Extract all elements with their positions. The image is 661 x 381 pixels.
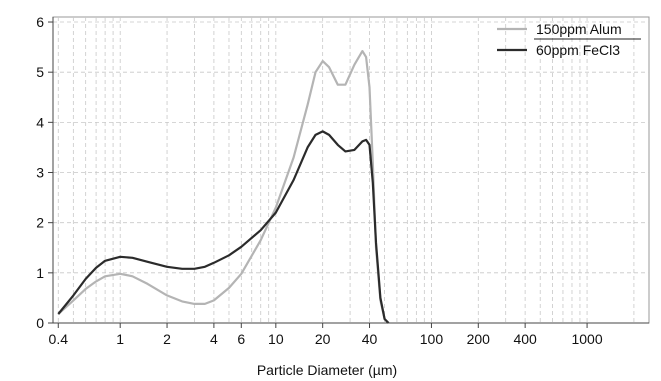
legend: 150ppm Alum 60ppm FeCl3 [497,21,641,58]
grid-lines [53,17,649,323]
y-tick-label: 1 [36,265,44,281]
x-tick-label: 0.4 [49,331,69,347]
x-tick-label: 200 [467,331,491,347]
x-tick-label: 40 [362,331,378,347]
legend-label-fecl3: 60ppm FeCl3 [536,42,620,58]
x-tick-label: 400 [513,331,537,347]
x-tick-label: 20 [315,331,331,347]
y-tick-label: 0 [36,315,44,331]
x-tick-label: 1000 [571,331,602,347]
legend-label-alum: 150ppm Alum [536,21,622,37]
x-tick-label: 10 [268,331,284,347]
y-tick-label: 4 [36,114,44,130]
series-lines [57,50,390,324]
x-tick-label: 100 [420,331,444,347]
x-tick-label: 6 [237,331,245,347]
series-line-1 [57,130,390,324]
plot-area [52,16,650,324]
y-tick-label: 2 [36,215,44,231]
x-tick-label: 2 [163,331,171,347]
x-tick-label: 4 [210,331,218,347]
y-tick-label: 5 [36,64,44,80]
series-line-0 [57,50,390,324]
y-tick-label: 6 [36,14,44,30]
x-tick-label: 1 [116,331,124,347]
y-tick-label: 3 [36,165,44,181]
axes: 0.4 1 2 4 6 10 20 40 100 200 400 1000 0 1 2 3 4 5 6 [36,14,649,347]
x-axis-title: Particle Diameter (µm) [257,362,397,378]
